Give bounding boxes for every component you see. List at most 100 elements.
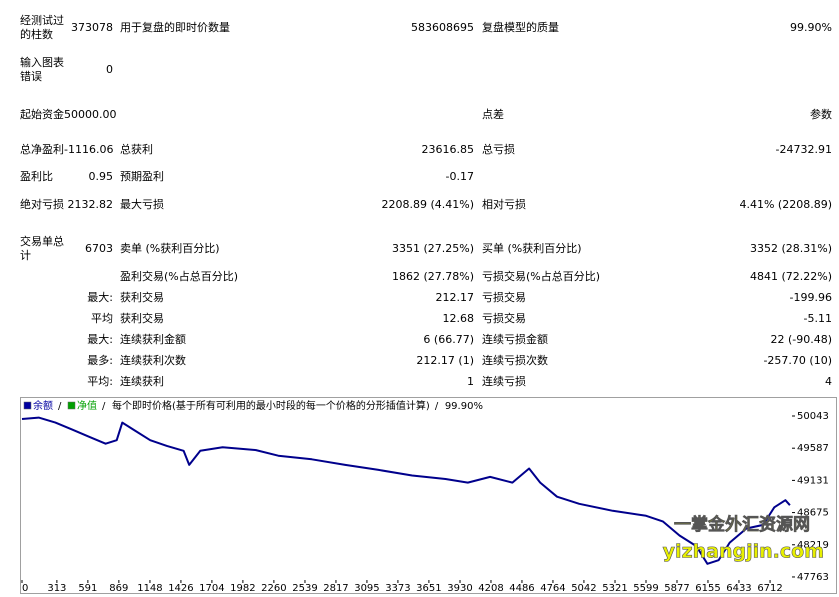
x-tick-label: 2260 [261, 583, 286, 594]
y-tick-label: 48675 [797, 508, 829, 519]
x-tick-label: 6155 [695, 583, 720, 594]
left-label: 起始资金 [20, 108, 64, 121]
right-label: 相对亏损 [482, 198, 526, 211]
mid-label: 连续获利 [120, 375, 164, 388]
right-label: 亏损交易 [482, 291, 526, 304]
right-value: -24732.91 [775, 143, 832, 156]
right-label: 复盘模型的质量 [482, 21, 559, 34]
mid-label: 获利交易 [120, 312, 164, 325]
x-tick-label: 4208 [478, 583, 503, 594]
right-label: 亏损交易 [482, 312, 526, 325]
mid-value: -0.17 [445, 170, 474, 183]
right-value: 22 (-90.48) [770, 333, 832, 346]
mid-value: 6 (66.77) [423, 333, 474, 346]
left-label: 交易单总计 [20, 235, 64, 262]
right-label: 亏损交易(%占总百分比) [482, 270, 601, 283]
left-value: 6703 [85, 242, 113, 255]
left-value: 2132.82 [67, 198, 114, 211]
mid-label: 连续获利次数 [120, 354, 186, 367]
mid-value: 583608695 [411, 21, 474, 34]
legend-separator: / [58, 401, 62, 412]
left-value: -1116.06 [64, 143, 114, 156]
mid-value: 212.17 [435, 291, 475, 304]
legend-swatch [23, 401, 32, 410]
y-tick-label: 49587 [797, 443, 829, 454]
balance-chart: 余额 / 净值 / 每个即时价格(基于所有可利用的最小时段的每一个价格的分形插值计算) /… [20, 397, 837, 594]
x-tick-label: 0 [22, 583, 28, 594]
mid-value: 2208.89 (4.41%) [381, 198, 474, 211]
right-value: 4 [825, 375, 832, 388]
legend-text: 净值 [77, 399, 97, 412]
right-value: 99.90% [790, 21, 832, 34]
balance-line [21, 416, 791, 565]
mid-label: 最大亏损 [120, 198, 164, 211]
mid-value: 1862 (27.78%) [391, 270, 474, 283]
x-tick-label: 2539 [292, 583, 317, 594]
right-label: 连续亏损 [482, 375, 526, 388]
legend-separator: / [435, 401, 439, 412]
right-label: 连续亏损次数 [482, 354, 548, 367]
y-tick-label: 48219 [797, 540, 829, 551]
mid-value: 23616.85 [421, 143, 475, 156]
left-value: 0 [106, 63, 113, 76]
mid-value: 3351 (27.25%) [391, 242, 474, 255]
mid-value: 12.68 [442, 312, 475, 325]
x-tick-label: 4486 [509, 583, 534, 594]
x-tick-label: 5599 [633, 583, 658, 594]
left-sub-label: 最大: [87, 333, 113, 346]
x-tick-label: 5042 [571, 583, 596, 594]
right-label: 连续亏损金额 [482, 333, 548, 346]
x-tick-label: 313 [47, 583, 66, 594]
x-tick-label: 5321 [602, 583, 627, 594]
left-value: 50000.00 [64, 108, 117, 121]
x-tick-label: 1426 [168, 583, 193, 594]
mid-value: 1 [467, 375, 474, 388]
left-value: 0.95 [88, 170, 114, 183]
left-label: 盈利比 [20, 170, 53, 183]
watermark: 一掌金外汇资源网 [674, 514, 810, 535]
left-label: 经测试过的柱数 [20, 14, 64, 41]
x-tick-label: 2817 [323, 583, 348, 594]
right-value: -5.11 [803, 312, 832, 325]
left-value: 373078 [71, 21, 113, 34]
left-label: 绝对亏损 [20, 198, 64, 211]
watermark: yizhangjin.com [663, 541, 824, 563]
x-tick-label: 5877 [664, 583, 689, 594]
y-tick-label: 47763 [797, 572, 829, 583]
y-tick-label: 50043 [797, 411, 829, 422]
legend-text: 每个即时价格(基于所有可利用的最小时段的每一个价格的分形插值计算) [112, 399, 430, 412]
right-value: 4841 (72.22%) [749, 270, 832, 283]
y-tick-label: 49131 [797, 475, 829, 486]
x-tick-label: 6712 [757, 583, 782, 594]
chart-frame [20, 397, 837, 594]
x-tick-label: 1704 [199, 583, 224, 594]
right-label: 总亏损 [482, 143, 515, 156]
x-tick-label: 1148 [137, 583, 162, 594]
right-value: 3352 (28.31%) [749, 242, 832, 255]
legend-text: 99.90% [445, 401, 483, 412]
right-value: -199.96 [789, 291, 832, 304]
x-tick-label: 4764 [540, 583, 565, 594]
x-tick-label: 1982 [230, 583, 255, 594]
right-value: 参数 [810, 108, 832, 121]
left-label: 输入图表错误 [20, 56, 64, 83]
x-tick-label: 3373 [385, 583, 410, 594]
right-label: 买单 (%获利百分比) [482, 242, 582, 255]
x-tick-label: 869 [109, 583, 128, 594]
mid-label: 总获利 [120, 143, 153, 156]
x-tick-label: 3095 [354, 583, 379, 594]
left-label: 总净盈利 [20, 143, 64, 156]
left-sub-label: 最大: [87, 291, 113, 304]
x-tick-label: 3930 [447, 583, 472, 594]
x-tick-label: 591 [78, 583, 97, 594]
legend-swatch [67, 401, 76, 410]
mid-label: 卖单 (%获利百分比) [120, 242, 220, 255]
mid-value: 212.17 (1) [416, 354, 474, 367]
mid-label: 预期盈利 [120, 170, 164, 183]
right-value: -257.70 (10) [763, 354, 832, 367]
x-tick-label: 6433 [726, 583, 751, 594]
right-label: 点差 [482, 108, 504, 121]
x-tick-label: 3651 [416, 583, 441, 594]
right-value: 4.41% (2208.89) [739, 198, 832, 211]
